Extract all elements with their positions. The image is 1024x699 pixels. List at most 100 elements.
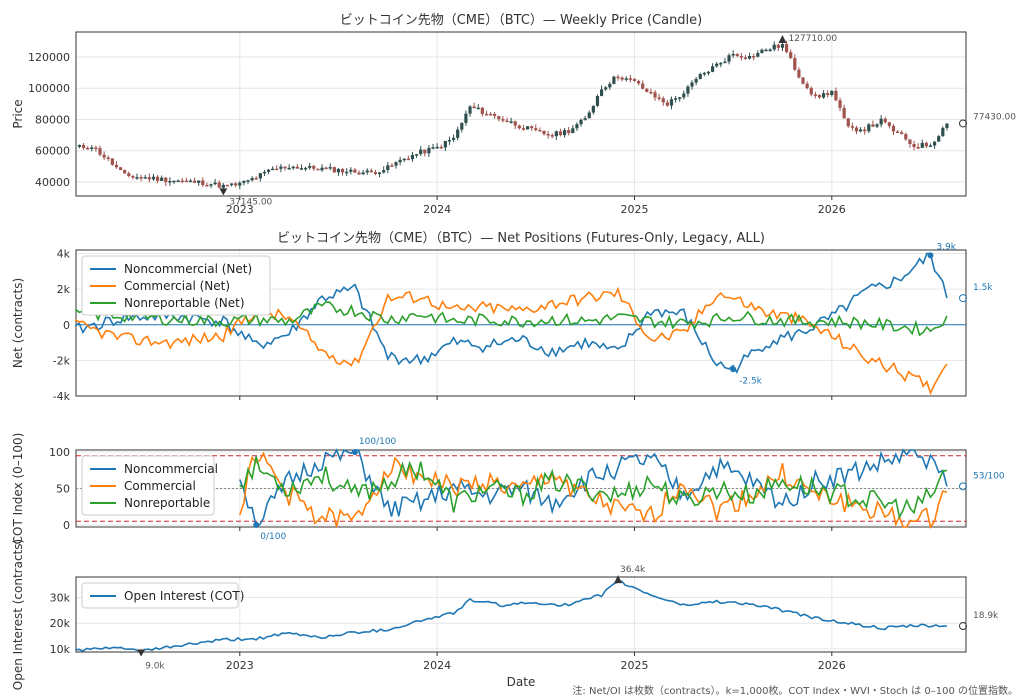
candle-body [184,180,188,183]
candle-body [77,144,82,147]
panel-title: ビットコイン先物（CME）（BTC）— Weekly Price (Candle… [340,13,703,28]
candle-body [283,166,287,169]
last-marker [959,119,967,128]
candle-body [937,136,941,142]
y-tick-label: 2k [57,283,71,296]
candle-body [102,154,106,158]
candle-body [357,172,361,175]
candle-body [439,146,443,149]
candle-body [197,180,201,183]
candle-body [846,118,850,127]
candle-body [838,100,842,108]
candle-body [854,127,859,132]
candle-body [645,88,649,92]
y-tick-label: 30k [50,592,71,605]
candle-body [842,107,846,119]
legend-box [81,582,239,609]
max-marker [614,575,623,584]
axes-frame [75,249,967,397]
candle-body [813,94,817,96]
candle-body [908,139,912,145]
candle-body [657,97,661,99]
candle-body [291,166,295,169]
candle-body [653,92,657,98]
x-tick-label: 2025 [620,659,648,672]
candle-body [419,149,423,155]
y-tick-label: -2k [53,354,71,367]
x-tick-label: 2024 [423,659,451,672]
candle-body [299,168,304,170]
candle-body [784,44,789,53]
candle-body [127,173,131,176]
candle-body [686,86,690,94]
candle-body [628,78,632,80]
candle-body [209,184,213,186]
panel-3: 10k 20k 30k 2023 2024 2025 2026 Open Interest (… [11,539,999,690]
candle-body [164,177,168,183]
x-axis-label: Date [507,675,536,689]
candle-body [312,165,316,169]
candle-body [394,162,398,166]
candle-body [505,120,509,123]
candle-body [155,176,160,181]
candle-body [669,99,674,106]
candle-body [719,62,723,65]
candle-body [476,107,480,110]
min-marker [253,521,260,528]
candle-body [435,146,439,149]
candle-body [431,147,435,149]
candle-body [234,183,238,186]
candle-body [636,80,641,84]
candle-body [447,139,452,142]
candle-body [817,95,822,98]
candle-body [480,107,484,114]
last-marker [959,622,967,631]
candle-body [151,176,156,180]
candle-body [599,89,604,96]
x-tick-label: 2025 [620,203,648,216]
candle-body [805,83,809,89]
candle-body [238,182,242,186]
legend-box [81,255,271,316]
candle-body [538,130,542,132]
candle-body [924,142,928,147]
candle-body [764,49,768,52]
max-marker [351,449,358,456]
candle-body [123,169,127,174]
candle-body [205,185,209,187]
candle-body [546,133,550,136]
candle-body [747,56,752,59]
y-tick-label: 120000 [28,51,70,64]
candle-body [768,49,772,51]
candle-body [858,129,863,132]
high-label: 127710.00 [788,34,837,44]
candle-body [567,130,571,134]
series-line-nonreportable [74,301,948,337]
candle-body [673,98,678,100]
candle-body [172,180,176,183]
candle-body [353,169,357,173]
candle-body [665,102,669,106]
series-line-commercial [74,286,948,396]
y-tick-label: 40000 [35,176,70,189]
candle-body [501,119,505,121]
candle-body [690,82,694,87]
candle-body [583,118,587,120]
candle-body [826,93,830,95]
legend-box [81,455,215,516]
candle-body [188,180,193,183]
legend-label: Noncommercial (Net) [124,262,252,276]
candle-body [620,77,624,80]
candle-body [891,125,896,132]
candle-body [920,142,924,148]
candle-body [340,169,345,173]
candle-body [706,71,711,74]
candle-body [558,131,563,136]
candle-body [513,121,517,126]
candle-body [928,145,933,147]
min-marker [137,649,146,657]
candle-body [575,124,579,129]
candle-body [316,168,320,171]
candle-body [328,167,332,169]
candle-body [377,172,382,175]
